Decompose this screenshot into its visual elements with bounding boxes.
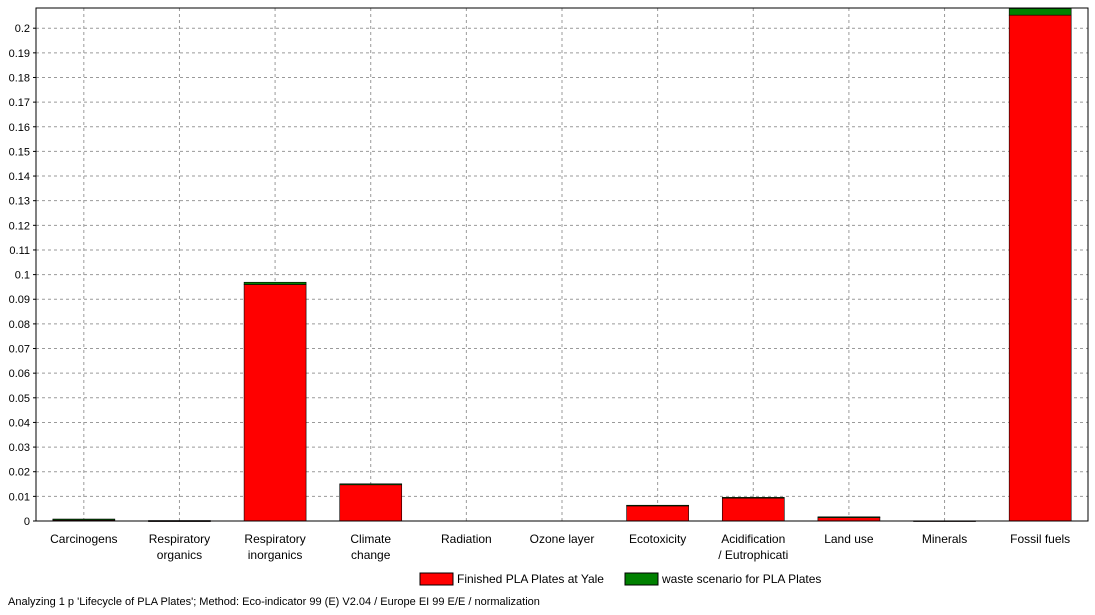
y-tick-label: 0.18 (9, 72, 30, 84)
bar-waste-scenario (721, 497, 785, 499)
y-tick-label: 0.12 (9, 220, 30, 232)
category-label: / Eutrophicati (718, 548, 788, 562)
bar-finished-pla (243, 284, 307, 522)
y-tick-label: 0.16 (9, 122, 30, 134)
y-tick-label: 0.14 (9, 171, 30, 183)
y-axis: 0 0.01 0.02 0.03 0.04 0.05 0.06 0.07 0.08 0.09 0.1… (9, 23, 36, 528)
category-label: Climate (350, 532, 391, 546)
y-tick-label: 0.17 (9, 97, 30, 109)
bars (52, 8, 1072, 522)
y-tick-label: 0.05 (9, 393, 30, 405)
bar-finished-pla (1008, 14, 1072, 522)
category-label: Land use (824, 532, 874, 546)
y-tick-label: 0.11 (9, 245, 30, 257)
y-tick-label: 0.19 (9, 48, 30, 60)
y-tick-label: 0.02 (9, 467, 30, 479)
y-tick-label: 0.2 (15, 23, 30, 35)
legend: Finished PLA Plates at Yale waste scenari… (419, 572, 821, 586)
y-tick-label: 0.03 (9, 442, 30, 454)
category-label: organics (157, 548, 202, 562)
plot-area (35, 7, 1089, 522)
y-tick-label: 0.09 (9, 294, 30, 306)
category-label: Respiratory (149, 532, 210, 546)
category-label: Carcinogens (50, 532, 117, 546)
category-label: Respiratory (244, 532, 305, 546)
bar-waste-scenario (52, 518, 116, 521)
category-label: change (351, 548, 391, 562)
bar-waste-scenario (1008, 8, 1072, 16)
legend-label-waste-scenario: waste scenario for PLA Plates (661, 572, 821, 586)
legend-swatch-waste-scenario (624, 572, 659, 586)
legend-label-finished-pla: Finished PLA Plates at Yale (457, 572, 604, 586)
category-label: Minerals (922, 532, 967, 546)
bar-waste-scenario (626, 504, 689, 507)
y-tick-label: 0.1 (15, 270, 30, 282)
category-label: Fossil fuels (1010, 532, 1070, 546)
bar-waste-scenario (339, 483, 403, 486)
legend-swatch-finished-pla (419, 572, 454, 586)
grid (36, 8, 1088, 521)
y-tick-label: 0.07 (9, 344, 30, 356)
category-label: Radiation (441, 532, 492, 546)
category-label: Ecotoxicity (629, 532, 686, 546)
y-tick-label: 0.01 (9, 491, 30, 503)
bar-waste-scenario (243, 281, 307, 285)
bar-finished-pla (339, 484, 403, 522)
category-label: Ozone layer (530, 532, 595, 546)
bar-finished-pla (817, 517, 881, 522)
y-tick-label: 0.08 (9, 319, 30, 331)
x-axis: Carcinogens Respiratory organics Respirator… (50, 532, 1070, 562)
y-tick-label: 0.04 (9, 417, 30, 429)
y-tick-label: 0.06 (9, 368, 30, 380)
category-label: Acidification (721, 532, 785, 546)
bar-finished-pla (721, 497, 785, 522)
y-tick-label: 0.15 (9, 146, 30, 158)
y-tick-label: 0 (24, 516, 30, 528)
bar-finished-pla (626, 505, 689, 522)
y-tick-label: 0.13 (9, 196, 30, 208)
category-label: inorganics (248, 548, 303, 562)
bar-waste-scenario (817, 516, 881, 518)
analysis-footer: Analyzing 1 p 'Lifecycle of PLA Plates';… (8, 596, 540, 608)
